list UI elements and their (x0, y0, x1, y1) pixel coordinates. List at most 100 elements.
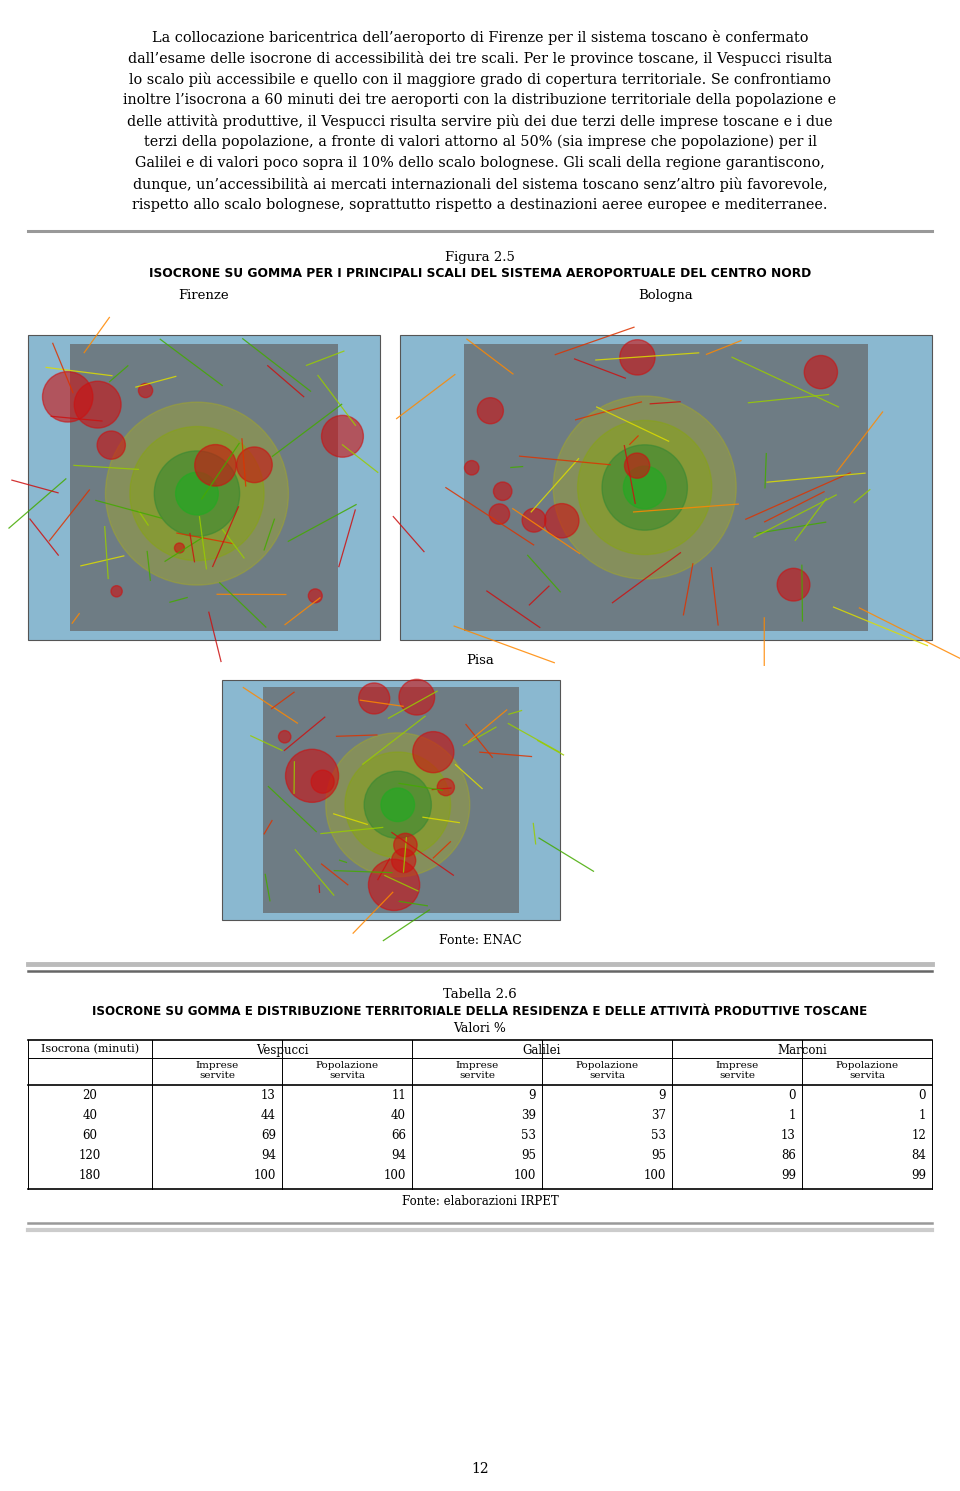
Bar (400, 335, 932, 640)
Circle shape (553, 397, 736, 579)
Text: 60: 60 (83, 1129, 98, 1142)
Text: dunque, un’accessibilità ai mercati internazionali del sistema toscano senz’altr: dunque, un’accessibilità ai mercati inte… (132, 177, 828, 192)
Text: 0: 0 (919, 1088, 926, 1102)
Circle shape (130, 426, 264, 561)
Text: 12: 12 (471, 1463, 489, 1476)
Circle shape (625, 453, 650, 479)
Bar (28, 335, 380, 640)
Circle shape (236, 447, 273, 483)
Text: Pisa: Pisa (466, 655, 494, 666)
Text: Bologna: Bologna (638, 289, 693, 303)
Text: dall’esame delle isocrone di accessibilità dei tre scali. Per le province toscan: dall’esame delle isocrone di accessibili… (128, 51, 832, 66)
Text: 100: 100 (643, 1169, 666, 1182)
Circle shape (285, 750, 339, 802)
Bar (239, 397, 338, 564)
Text: Popolazione
servita: Popolazione servita (316, 1062, 378, 1081)
Circle shape (578, 420, 711, 555)
Text: 0: 0 (788, 1088, 796, 1102)
Text: Marconi: Marconi (778, 1044, 827, 1057)
Text: 94: 94 (391, 1150, 406, 1161)
Text: 40: 40 (391, 1109, 406, 1123)
Text: 95: 95 (651, 1150, 666, 1161)
Text: delle attività produttive, il Vespucci risulta servire più dei due terzi delle i: delle attività produttive, il Vespucci r… (127, 113, 833, 130)
Text: lo scalo più accessibile e quello con il maggiore grado di copertura territorial: lo scalo più accessibile e quello con il… (129, 72, 831, 86)
Text: Tabella 2.6: Tabella 2.6 (444, 989, 516, 1000)
Circle shape (97, 431, 126, 459)
Text: Fonte: elaborazioni IRPET: Fonte: elaborazioni IRPET (401, 1194, 559, 1208)
Text: 13: 13 (261, 1088, 276, 1102)
Bar (719, 397, 868, 564)
Text: Fonte: ENAC: Fonte: ENAC (439, 933, 521, 947)
Text: 44: 44 (261, 1109, 276, 1123)
Text: 40: 40 (83, 1109, 98, 1123)
Text: 53: 53 (521, 1129, 536, 1142)
Text: Galilei: Galilei (523, 1044, 562, 1057)
Circle shape (106, 403, 288, 584)
Circle shape (308, 589, 323, 602)
Circle shape (42, 371, 93, 422)
Circle shape (176, 473, 218, 514)
Circle shape (623, 467, 666, 508)
Text: ISOCRONE SU GOMMA E DISTRIBUZIONE TERRITORIALE DELLA RESIDENZA E DELLE ATTIVITÀ : ISOCRONE SU GOMMA E DISTRIBUZIONE TERRIT… (92, 1005, 868, 1018)
Text: Galilei e di valori poco sopra il 10% dello scalo bolognese. Gli scali della reg: Galilei e di valori poco sopra il 10% de… (135, 157, 825, 170)
Circle shape (111, 586, 122, 596)
Circle shape (437, 778, 454, 796)
Circle shape (465, 461, 479, 476)
Circle shape (74, 382, 121, 428)
Circle shape (778, 568, 810, 601)
Text: 37: 37 (651, 1109, 666, 1123)
Circle shape (311, 771, 334, 793)
Circle shape (602, 444, 687, 531)
Text: 99: 99 (781, 1169, 796, 1182)
Circle shape (155, 450, 240, 537)
Circle shape (477, 398, 503, 423)
Circle shape (278, 731, 291, 743)
Text: Popolazione
servita: Popolazione servita (835, 1062, 899, 1081)
Circle shape (345, 751, 450, 857)
Circle shape (392, 848, 416, 872)
Text: inoltre l’isocrona a 60 minuti dei tre aeroporti con la distribuzione territoria: inoltre l’isocrona a 60 minuti dei tre a… (124, 92, 836, 107)
Text: rispetto allo scalo bolognese, soprattutto rispetto a destinazioni aeree europee: rispetto allo scalo bolognese, soprattut… (132, 198, 828, 212)
Text: terzi della popolazione, a fronte di valori attorno al 50% (sia imprese che popo: terzi della popolazione, a fronte di val… (143, 136, 817, 149)
Text: Imprese
servite: Imprese servite (455, 1062, 498, 1081)
Text: 66: 66 (391, 1129, 406, 1142)
Text: 39: 39 (521, 1109, 536, 1123)
Circle shape (381, 789, 415, 822)
Text: La collocazione baricentrica dell’aeroporto di Firenze per il sistema toscano è : La collocazione baricentrica dell’aeropo… (152, 30, 808, 45)
Text: 100: 100 (384, 1169, 406, 1182)
Circle shape (804, 355, 837, 389)
Text: 1: 1 (788, 1109, 796, 1123)
Circle shape (620, 340, 655, 376)
Circle shape (325, 732, 469, 877)
Text: 53: 53 (651, 1129, 666, 1142)
Text: Figura 2.5: Figura 2.5 (445, 250, 515, 264)
Bar (222, 680, 560, 920)
Circle shape (369, 859, 420, 911)
Circle shape (490, 504, 510, 525)
Text: Vespucci: Vespucci (255, 1044, 308, 1057)
Circle shape (394, 833, 417, 857)
Text: 20: 20 (83, 1088, 97, 1102)
Circle shape (522, 508, 546, 532)
Text: 86: 86 (781, 1150, 796, 1161)
Circle shape (399, 680, 435, 716)
Circle shape (364, 771, 431, 838)
Text: 95: 95 (521, 1150, 536, 1161)
Circle shape (359, 683, 390, 714)
Circle shape (195, 444, 236, 486)
Circle shape (322, 416, 364, 458)
Text: Valori %: Valori % (453, 1021, 507, 1035)
Text: 1: 1 (919, 1109, 926, 1123)
Circle shape (544, 504, 579, 538)
Text: 94: 94 (261, 1150, 276, 1161)
Circle shape (175, 543, 184, 553)
Text: Imprese
servite: Imprese servite (715, 1062, 758, 1081)
Text: 13: 13 (781, 1129, 796, 1142)
Text: 120: 120 (79, 1150, 101, 1161)
Text: 100: 100 (253, 1169, 276, 1182)
Text: 11: 11 (392, 1088, 406, 1102)
Text: Imprese
servite: Imprese servite (196, 1062, 239, 1081)
Text: 99: 99 (911, 1169, 926, 1182)
Bar (263, 687, 519, 912)
Text: 9: 9 (529, 1088, 536, 1102)
